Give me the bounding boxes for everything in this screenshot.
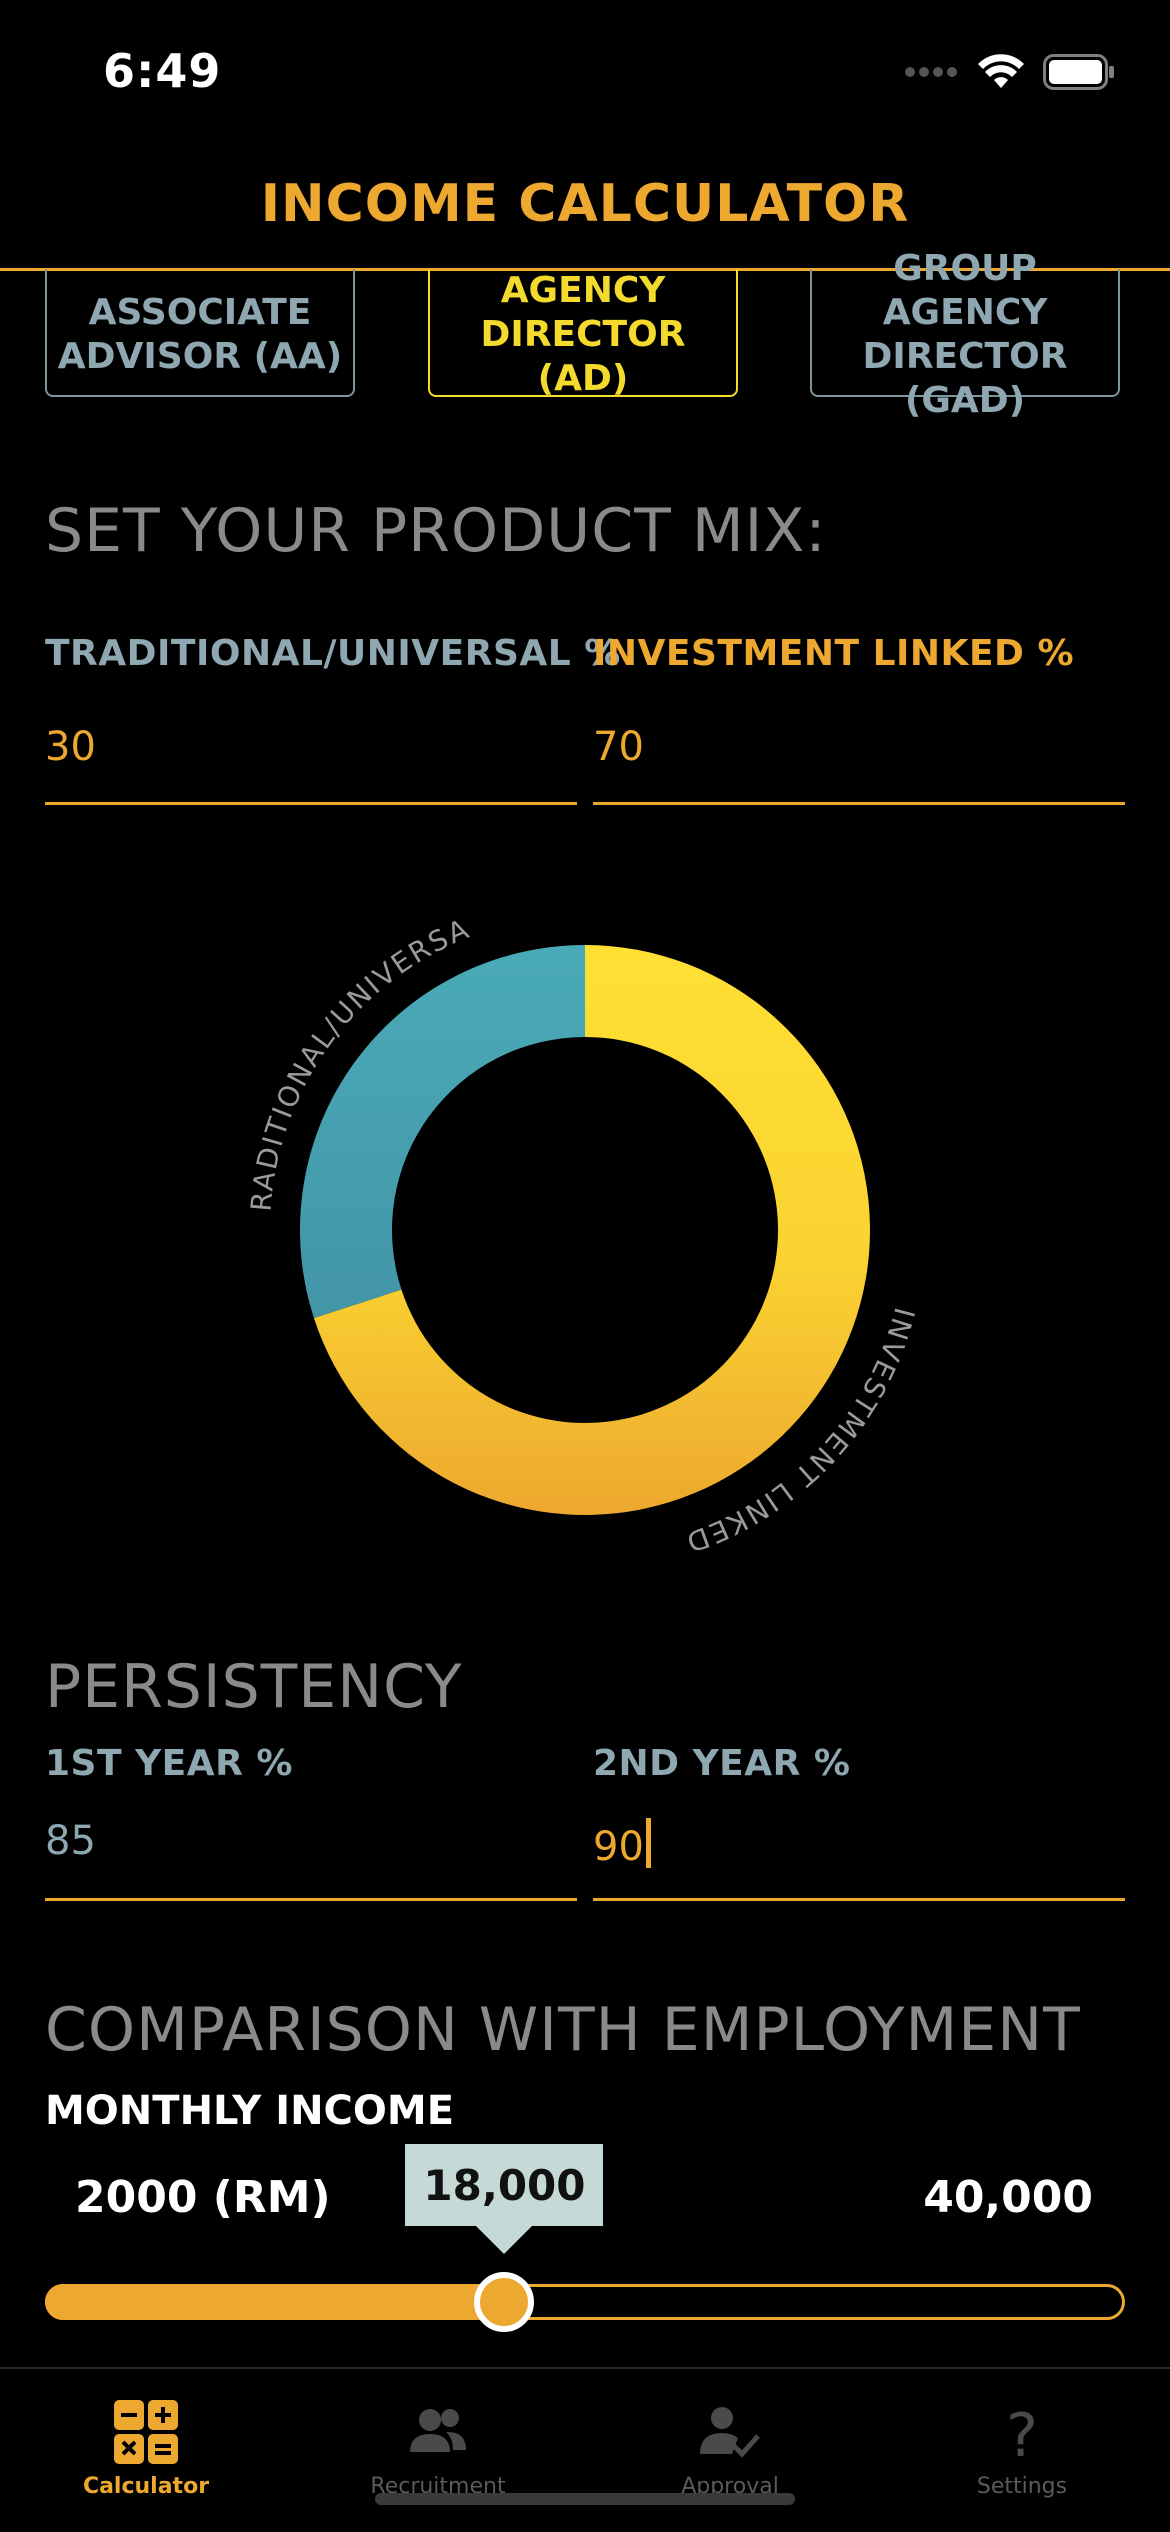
people-icon: [406, 2400, 470, 2464]
role-tab-line1: ASSOCIATE: [89, 292, 312, 333]
battery-icon: [1043, 54, 1115, 90]
text-cursor: [646, 1818, 651, 1868]
tab-settings[interactable]: ? Settings: [876, 2400, 1168, 2499]
traditional-label: TRADITIONAL/UNIVERSAL %: [45, 633, 621, 674]
income-slider-fill: [45, 2284, 504, 2320]
page-title: INCOME CALCULATOR: [0, 174, 1170, 234]
slider-max-label: 40,000: [923, 2172, 1093, 2223]
year2-input-value: 90: [593, 1824, 644, 1870]
traditional-underline: [45, 802, 577, 805]
slider-min-label: 2000 (RM): [75, 2172, 331, 2223]
role-tab-line1: AGENCY: [501, 270, 666, 311]
calculator-icon: [114, 2400, 178, 2464]
tab-label: Calculator: [0, 2474, 292, 2499]
tab-recruitment[interactable]: Recruitment: [292, 2400, 584, 2499]
role-tab-line2: DIRECTOR (AD): [481, 314, 686, 399]
svg-text:?: ?: [1006, 2401, 1038, 2464]
status-time: 6:49: [103, 44, 221, 98]
home-indicator: [375, 2493, 795, 2505]
investment-label: INVESTMENT LINKED %: [593, 633, 1074, 674]
tab-calculator[interactable]: Calculator: [0, 2400, 292, 2499]
investment-input[interactable]: 70: [593, 724, 644, 770]
traditional-input[interactable]: 30: [45, 724, 96, 770]
tab-approval[interactable]: Approval: [584, 2400, 876, 2499]
role-tab-ad[interactable]: AGENCY DIRECTOR (AD): [428, 269, 738, 397]
role-tab-line1: GROUP AGENCY: [883, 248, 1048, 333]
year2-underline: [593, 1898, 1125, 1901]
wifi-icon: [977, 54, 1025, 90]
status-icons: [905, 52, 1115, 92]
product-mix-heading: SET YOUR PRODUCT MIX:: [45, 496, 827, 566]
role-tab-line2: DIRECTOR (GAD): [863, 336, 1068, 421]
year1-label: 1ST YEAR %: [45, 1743, 293, 1784]
slider-value-tooltip: 18,000: [405, 2144, 603, 2226]
signal-dots-icon: [905, 66, 959, 78]
income-slider-thumb[interactable]: [474, 2272, 534, 2332]
comparison-heading: COMPARISON WITH EMPLOYMENT: [45, 1995, 1081, 2065]
approval-icon: [698, 2400, 762, 2464]
year1-input[interactable]: 85: [45, 1818, 96, 1864]
monthly-income-label: MONTHLY INCOME: [45, 2088, 454, 2134]
investment-underline: [593, 802, 1125, 805]
role-tab-gad[interactable]: GROUP AGENCY DIRECTOR (GAD): [810, 269, 1120, 397]
product-mix-donut-chart: TRADITIONAL/UNIVERSAL INVESTMENT LINKED: [235, 880, 935, 1580]
tooltip-arrow: [476, 2226, 532, 2254]
tab-label: Settings: [876, 2474, 1168, 2499]
role-tab-aa[interactable]: ASSOCIATE ADVISOR (AA): [45, 269, 355, 397]
tabbar-divider: [0, 2367, 1170, 2369]
year1-underline: [45, 1898, 577, 1901]
persistency-heading: PERSISTENCY: [45, 1652, 463, 1722]
help-icon: ?: [990, 2400, 1054, 2464]
role-tab-line2: ADVISOR (AA): [58, 336, 342, 377]
year2-label: 2ND YEAR %: [593, 1743, 850, 1784]
year2-input[interactable]: 90: [593, 1818, 651, 1870]
